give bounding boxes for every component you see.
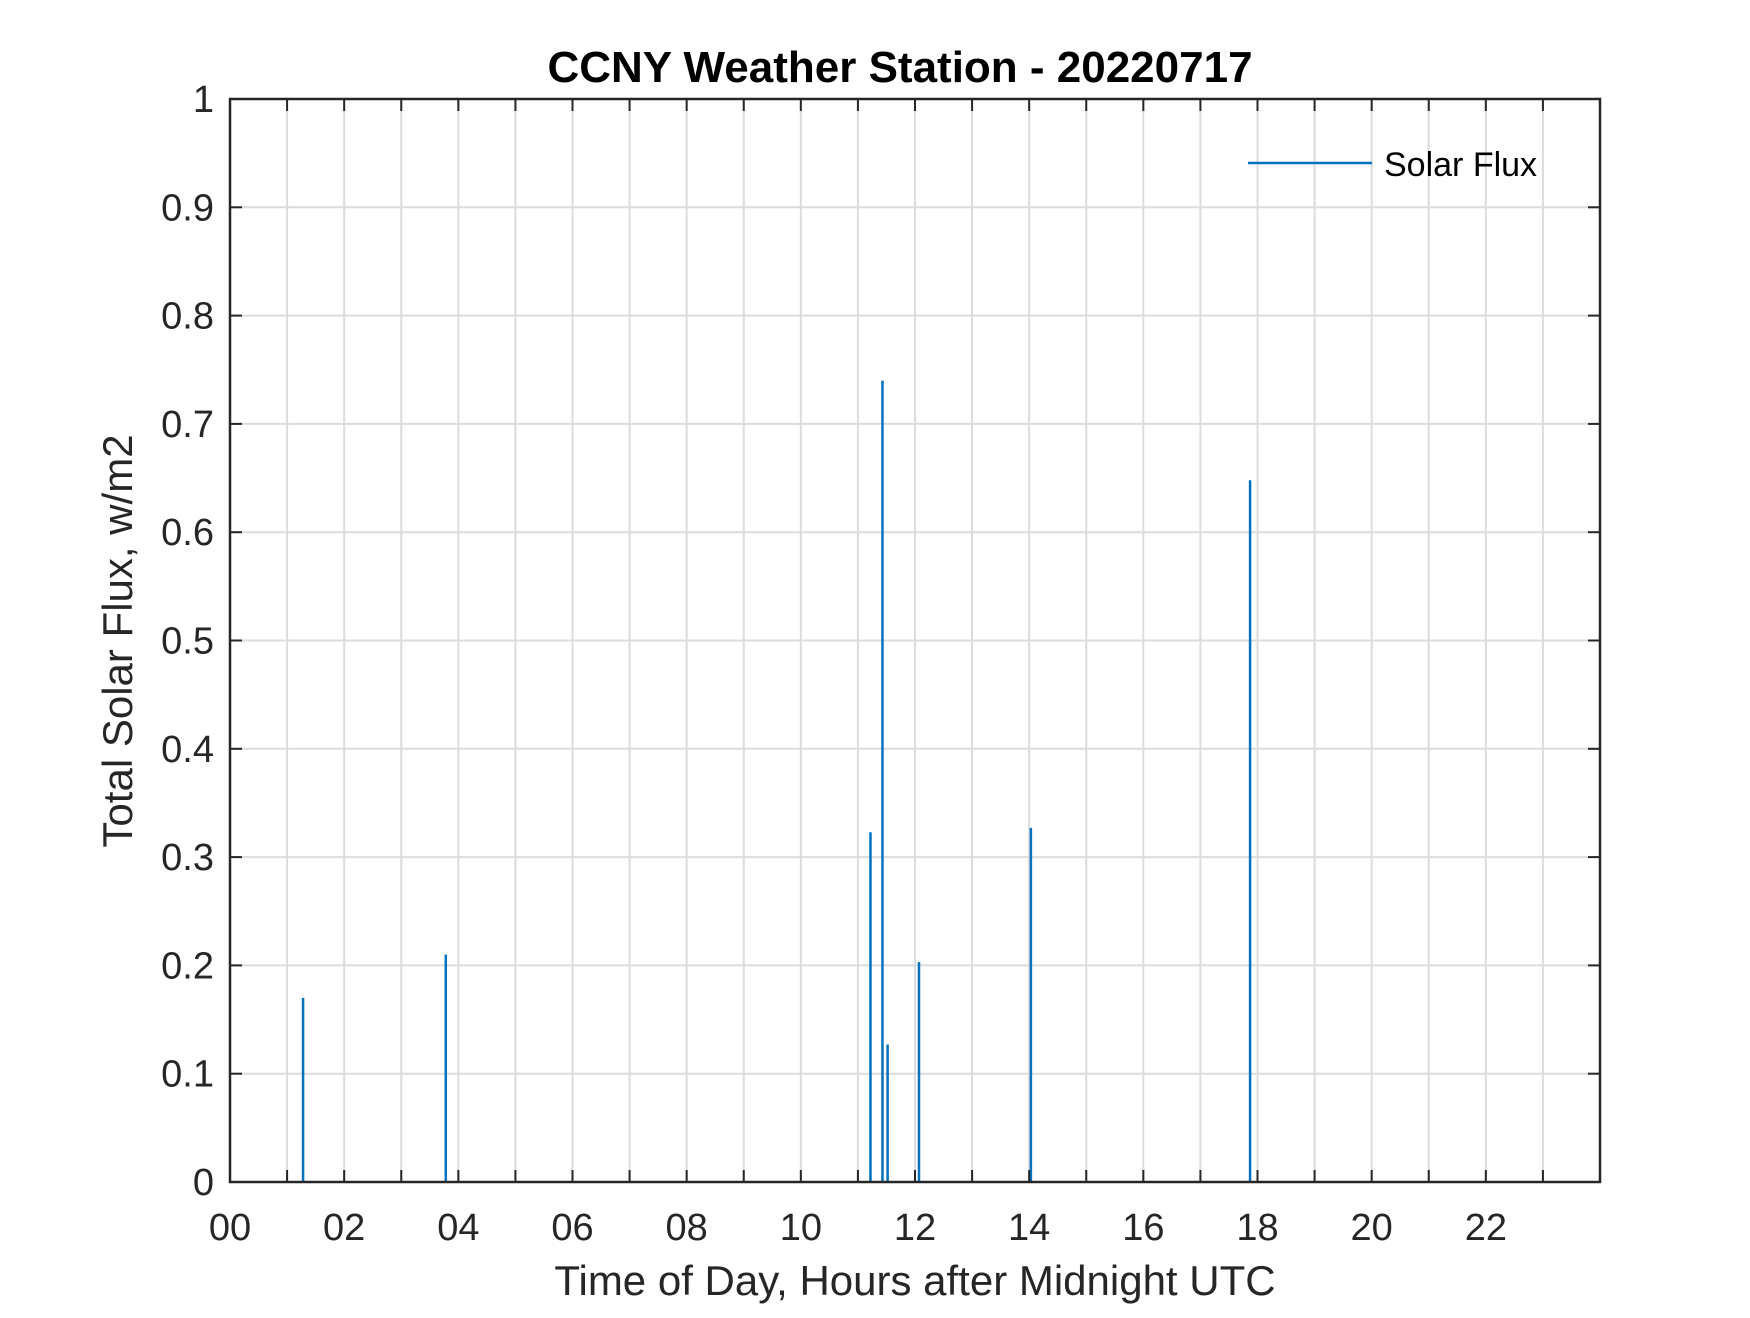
x-tick-label: 08 <box>666 1207 708 1249</box>
legend: Solar Flux <box>1248 146 1537 184</box>
y-tick-label: 0.6 <box>161 512 214 554</box>
y-tick-label: 0.9 <box>161 187 214 229</box>
x-axis-label: Time of Day, Hours after Midnight UTC <box>554 1257 1275 1304</box>
y-axis-label: Total Solar Flux, w/m2 <box>94 434 141 847</box>
x-tick-label: 22 <box>1465 1207 1507 1249</box>
grid <box>230 99 1600 1182</box>
x-tick-label: 04 <box>437 1207 479 1249</box>
chart-title: CCNY Weather Station - 20220717 <box>547 43 1252 92</box>
x-tick-label: 06 <box>551 1207 593 1249</box>
x-tick-label: 20 <box>1351 1207 1393 1249</box>
x-tick-label: 14 <box>1008 1207 1050 1249</box>
y-tick-label: 0.2 <box>161 945 214 987</box>
x-tick-label: 18 <box>1236 1207 1278 1249</box>
x-tick-label: 00 <box>209 1207 251 1249</box>
y-tick-label: 0 <box>193 1162 214 1204</box>
y-tick-label: 0.4 <box>161 729 214 771</box>
x-tick-label: 16 <box>1122 1207 1164 1249</box>
y-tick-label: 0.8 <box>161 296 214 338</box>
y-tick-label: 1 <box>193 79 214 121</box>
y-tick-label: 0.1 <box>161 1054 214 1096</box>
plot-series <box>301 380 1252 1182</box>
legend-label-solar-flux: Solar Flux <box>1384 146 1537 184</box>
y-tick-label: 0.3 <box>161 837 214 879</box>
y-tick-label: 0.5 <box>161 621 214 663</box>
x-tick-label: 10 <box>780 1207 822 1249</box>
x-tick-label: 12 <box>894 1207 936 1249</box>
y-tick-label: 0.7 <box>161 404 214 446</box>
x-tick-label: 02 <box>323 1207 365 1249</box>
ticks: 00 02 04 06 08 10 12 14 16 18 20 22 0 0.1 0.2 0.3 0.4 0.5… <box>161 79 1601 1249</box>
